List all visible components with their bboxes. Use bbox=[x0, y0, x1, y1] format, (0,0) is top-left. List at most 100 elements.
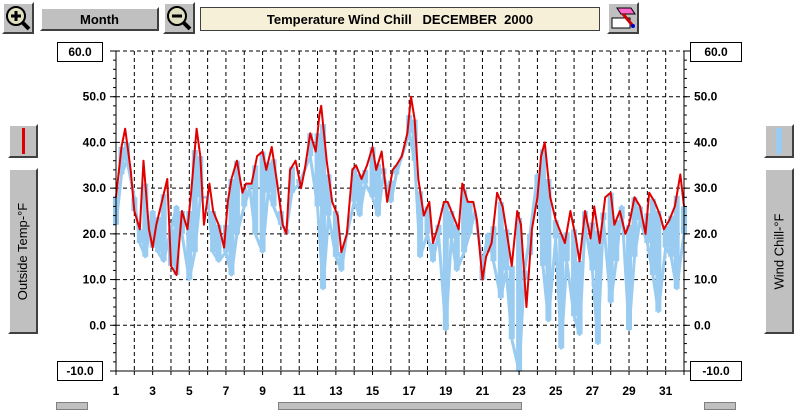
outside-temp-point bbox=[628, 223, 630, 226]
right-y-tick-label: 50.0 bbox=[694, 90, 718, 104]
zoom-out-icon bbox=[167, 6, 192, 31]
outside-temp-point bbox=[604, 196, 607, 199]
period-button[interactable]: Month bbox=[40, 7, 159, 31]
outside-temp-point bbox=[375, 169, 377, 171]
x-tick-label: 5 bbox=[186, 384, 193, 398]
outside-temp-point bbox=[230, 178, 233, 180]
outside-temp-point bbox=[199, 155, 202, 157]
x-tick-label: 27 bbox=[586, 384, 600, 398]
outside-temp-point bbox=[395, 164, 398, 167]
x-tick-label: 29 bbox=[622, 384, 636, 398]
outside-temp-point bbox=[443, 201, 445, 203]
outside-temp-point bbox=[351, 169, 354, 171]
outside-temp-point bbox=[531, 228, 533, 231]
outside-temp-point bbox=[446, 201, 449, 203]
outside-temp-point bbox=[501, 205, 504, 208]
left-axis-max-field[interactable]: 60.0 bbox=[57, 42, 103, 62]
x-tick-label: 25 bbox=[549, 384, 563, 398]
outside-temp-point bbox=[549, 196, 552, 199]
outside-temp-point bbox=[294, 159, 297, 162]
outside-temp-point bbox=[325, 159, 328, 162]
x-tick-label: 3 bbox=[149, 384, 156, 398]
outside-temp-point bbox=[668, 219, 671, 221]
outside-temp-point bbox=[659, 214, 661, 217]
outside-temp-point bbox=[633, 196, 636, 199]
outside-temp-point bbox=[461, 182, 464, 185]
outside-temp-point bbox=[569, 210, 572, 212]
outside-temp-point bbox=[371, 146, 374, 148]
outside-temp-point bbox=[250, 182, 253, 185]
left-y-tick-label: 50.0 bbox=[83, 90, 107, 104]
outside-temp-point bbox=[584, 210, 586, 212]
outside-temp-point bbox=[401, 155, 403, 157]
outside-temp-point bbox=[245, 182, 247, 185]
left-axis-min-field[interactable]: -10.0 bbox=[57, 361, 103, 381]
outside-temp-point bbox=[609, 191, 612, 194]
print-button[interactable] bbox=[607, 2, 639, 34]
outside-temp-point bbox=[386, 201, 388, 203]
outside-temp-point bbox=[598, 242, 601, 244]
outside-temp-point bbox=[578, 260, 581, 263]
outside-temp-point bbox=[472, 201, 475, 203]
left-y-tick-label: 10.0 bbox=[83, 273, 107, 287]
outside-temp-point bbox=[466, 201, 469, 203]
outside-temp-legend-button[interactable] bbox=[8, 124, 38, 158]
outside-temp-point bbox=[285, 233, 288, 235]
outside-temp-point bbox=[256, 155, 258, 157]
outside-temp-point bbox=[476, 219, 478, 221]
outside-temp-point bbox=[124, 127, 126, 130]
outside-temp-point bbox=[432, 242, 434, 244]
right-axis-max-field[interactable]: 60.0 bbox=[690, 42, 742, 62]
outside-temp-point bbox=[410, 95, 412, 98]
outside-temp-point bbox=[241, 191, 244, 194]
right-y-tick-label: 20.0 bbox=[694, 227, 718, 241]
outside-temp-point bbox=[360, 178, 363, 180]
wind-chill-legend-swatch bbox=[776, 128, 782, 154]
outside-temp-point bbox=[208, 182, 211, 185]
left-y-tick-label: 40.0 bbox=[83, 135, 107, 149]
outside-temp-legend-swatch bbox=[21, 128, 25, 154]
outside-temp-point bbox=[142, 159, 145, 162]
outside-temp-point bbox=[663, 228, 665, 231]
x-tick-label: 19 bbox=[439, 384, 453, 398]
outside-temp-point bbox=[648, 191, 650, 194]
scroll-left-stub[interactable] bbox=[56, 402, 88, 410]
outside-temp-point bbox=[525, 306, 528, 308]
outside-temp-point bbox=[516, 210, 519, 212]
outside-temp-point bbox=[314, 150, 317, 153]
outside-temp-point bbox=[265, 169, 268, 171]
wind-chill-legend-button[interactable] bbox=[764, 124, 794, 158]
scroll-right-stub[interactable] bbox=[704, 402, 736, 410]
outside-temp-point bbox=[575, 237, 577, 240]
outside-temp-point bbox=[151, 246, 154, 249]
outside-temp-point bbox=[195, 127, 198, 130]
x-tick-label: 31 bbox=[659, 384, 673, 398]
outside-temp-point bbox=[423, 214, 425, 217]
x-tick-label: 15 bbox=[366, 384, 380, 398]
outside-temp-point bbox=[226, 201, 229, 203]
zoom-in-button[interactable] bbox=[2, 2, 34, 34]
x-tick-label: 21 bbox=[476, 384, 490, 398]
outside-temp-point bbox=[437, 223, 440, 226]
outside-temp-point bbox=[366, 164, 368, 167]
right-axis-title-button[interactable]: Wind Chill-°F bbox=[764, 168, 794, 334]
x-tick-label: 13 bbox=[329, 384, 343, 398]
outside-temp-point bbox=[190, 191, 192, 194]
outside-temp-point bbox=[289, 169, 291, 171]
left-axis-title-button[interactable]: Outside Temp-°F bbox=[8, 168, 38, 334]
outside-temp-point bbox=[161, 201, 163, 203]
outside-temp-point bbox=[270, 146, 273, 148]
outside-temp-point bbox=[593, 205, 596, 208]
outside-temp-point bbox=[276, 182, 279, 185]
outside-temp-point bbox=[560, 233, 563, 235]
horizontal-scrollbar[interactable] bbox=[278, 402, 522, 410]
left-y-tick-label: 0.0 bbox=[89, 318, 106, 332]
outside-temp-point bbox=[496, 191, 498, 194]
x-tick-label: 7 bbox=[223, 384, 230, 398]
zoom-out-button[interactable] bbox=[163, 2, 195, 34]
x-tick-label: 1 bbox=[113, 384, 120, 398]
outside-temp-point bbox=[309, 132, 312, 135]
outside-temp-point bbox=[236, 159, 238, 162]
x-tick-label: 17 bbox=[402, 384, 416, 398]
right-axis-min-field[interactable]: -10.0 bbox=[690, 361, 742, 381]
